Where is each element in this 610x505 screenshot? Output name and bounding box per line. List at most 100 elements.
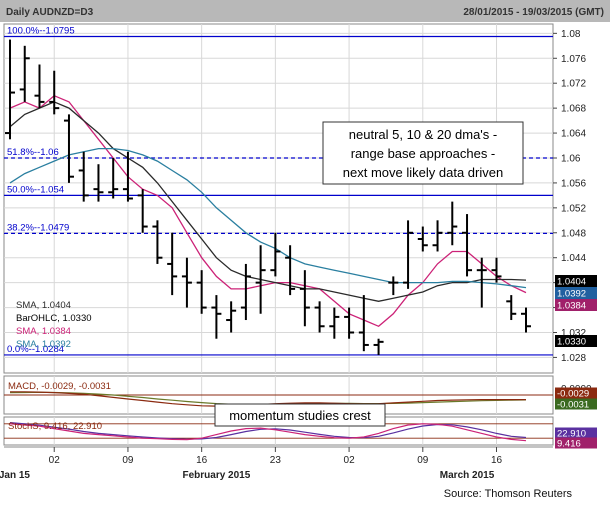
ohlc-bar [34,64,45,109]
ohlc-bar [240,263,251,321]
macd-value-tag-label: -0.0031 [557,400,589,411]
ohlc-bar [388,276,399,296]
ohlc-bar [491,257,502,283]
ohlc-bar [152,220,163,264]
annotation-line-1: neutral 5, 10 & 20 dma's - [349,127,497,142]
stoch-value-tag-label: 9.416 [557,439,581,450]
header-bar [0,0,610,22]
annotation-box [322,121,524,185]
y-tick-label: 1.028 [561,353,586,364]
y-tick-label: 1.048 [561,228,586,239]
ohlc-bar [299,270,310,327]
ohlc-bar [226,301,237,333]
ohlc-bar [122,151,133,202]
ohlc-bar [373,338,384,355]
ohlc-bar [108,157,119,199]
x-month-label: Jan 15 [0,470,30,481]
fib-label: 50.0%--1.054 [7,184,64,195]
y-tick-label: 1.056 [561,178,586,189]
legend-sma5: SMA, 1.0384 [16,326,71,337]
value-tag [555,299,597,311]
ohlc-bar [270,232,281,277]
ohlc-bar [5,39,15,140]
x-tick-label: 09 [122,455,134,466]
ohlc-bar [344,307,355,339]
ohlc-bars [5,39,531,355]
stoch-value-tag [555,427,597,439]
value-tag-label: 1.0404 [557,277,586,288]
stoch-legend: StochS, 9.416, 22.910 [8,421,102,432]
annotation-line-2: range base approaches - [351,146,496,161]
ohlc-bar [255,245,266,314]
x-tick-label: 02 [49,455,61,466]
ohlc-bar [19,45,30,102]
price-axis: 1.08 1.076 1.072 1.068 1.064 1.06 1.056 1.052 1.… [553,29,586,364]
y-tick-label: 1.052 [561,203,586,214]
ohlc-bar [167,232,178,296]
momentum-note: momentum studies crest [229,408,371,423]
y-tick-label: 1.08 [561,29,581,40]
y-tick-label: 1.032 [561,328,586,339]
price-panel [3,23,554,374]
sma-line [9,147,527,289]
ohlc-bar [417,226,428,252]
stoch-k-line [9,423,527,442]
ohlc-bar [521,307,531,333]
value-tag-label: 1.0384 [557,301,586,312]
ohlc-bar [329,307,340,339]
x-tick-label: 16 [491,455,503,466]
ohlc-bar [181,257,192,308]
y-tick-label: 1.06 [561,153,581,164]
value-tag [555,287,597,299]
ohlc-bar [314,301,325,333]
ohlc-bar [137,189,148,233]
legend-sma10: SMA, 1.0404 [16,300,71,311]
legend-ohlc: BarOHLC, 1.0330 [16,313,92,324]
y-tick-label: 1.068 [561,104,586,115]
macd-value-tag [555,387,597,399]
sma-lines [9,94,527,328]
ohlc-bar [358,295,369,352]
time-axis: 02 09 16 23 02 09 16 Jan 15 February 2015 March 2… [0,446,553,481]
date-range: 28/01/2015 - 19/03/2015 (GMT) [463,7,604,18]
ohlc-bar [285,245,296,296]
ohlc-bar [476,257,487,308]
x-tick-label: 16 [196,455,208,466]
ohlc-bar [432,220,443,252]
stoch-value-tag-label: 22.910 [557,429,586,440]
fib-label: 0.0%--1.0284 [7,344,64,355]
fibonacci-levels: 100.0%--1.0795 51.8%--1.06 50.0%--1.054 38.… [4,25,553,356]
x-tick-label: 09 [417,455,429,466]
ohlc-bar [462,214,473,277]
fib-label: 38.2%--1.0479 [7,222,69,233]
x-month-label: February 2015 [182,470,250,481]
sma-line [9,101,527,302]
stoch-value-tag [555,437,597,449]
ohlc-bar [93,164,104,202]
legend-sma20: SMA, 1.0392 [16,339,71,350]
ohlc-bar [196,270,207,314]
y-tick-label: 1.076 [561,54,586,65]
macd-value-tag-label: -0.0029 [557,389,589,400]
value-tag-label: 1.0392 [557,289,586,300]
chart-title: Daily AUDNZD=D3 [6,7,94,18]
momentum-box [214,403,386,427]
y-tick-label: 1.044 [561,253,586,264]
x-tick-label: 23 [270,455,282,466]
ohlc-bar [78,151,89,202]
value-tag [555,335,597,347]
ohlc-bar [63,114,74,183]
fib-label: 51.8%--1.06 [7,147,59,158]
fib-label: 100.0%--1.0795 [7,25,75,36]
ohlc-bar [403,220,414,289]
ohlc-bar [49,70,60,115]
ohlc-bar [506,295,517,321]
ohlc-bar [211,295,222,339]
x-month-label: March 2015 [440,470,495,481]
ohlc-bar [447,201,458,246]
y-tick-label: 1.064 [561,129,586,140]
macd-legend: MACD, -0.0029, -0.0031 [8,381,111,392]
